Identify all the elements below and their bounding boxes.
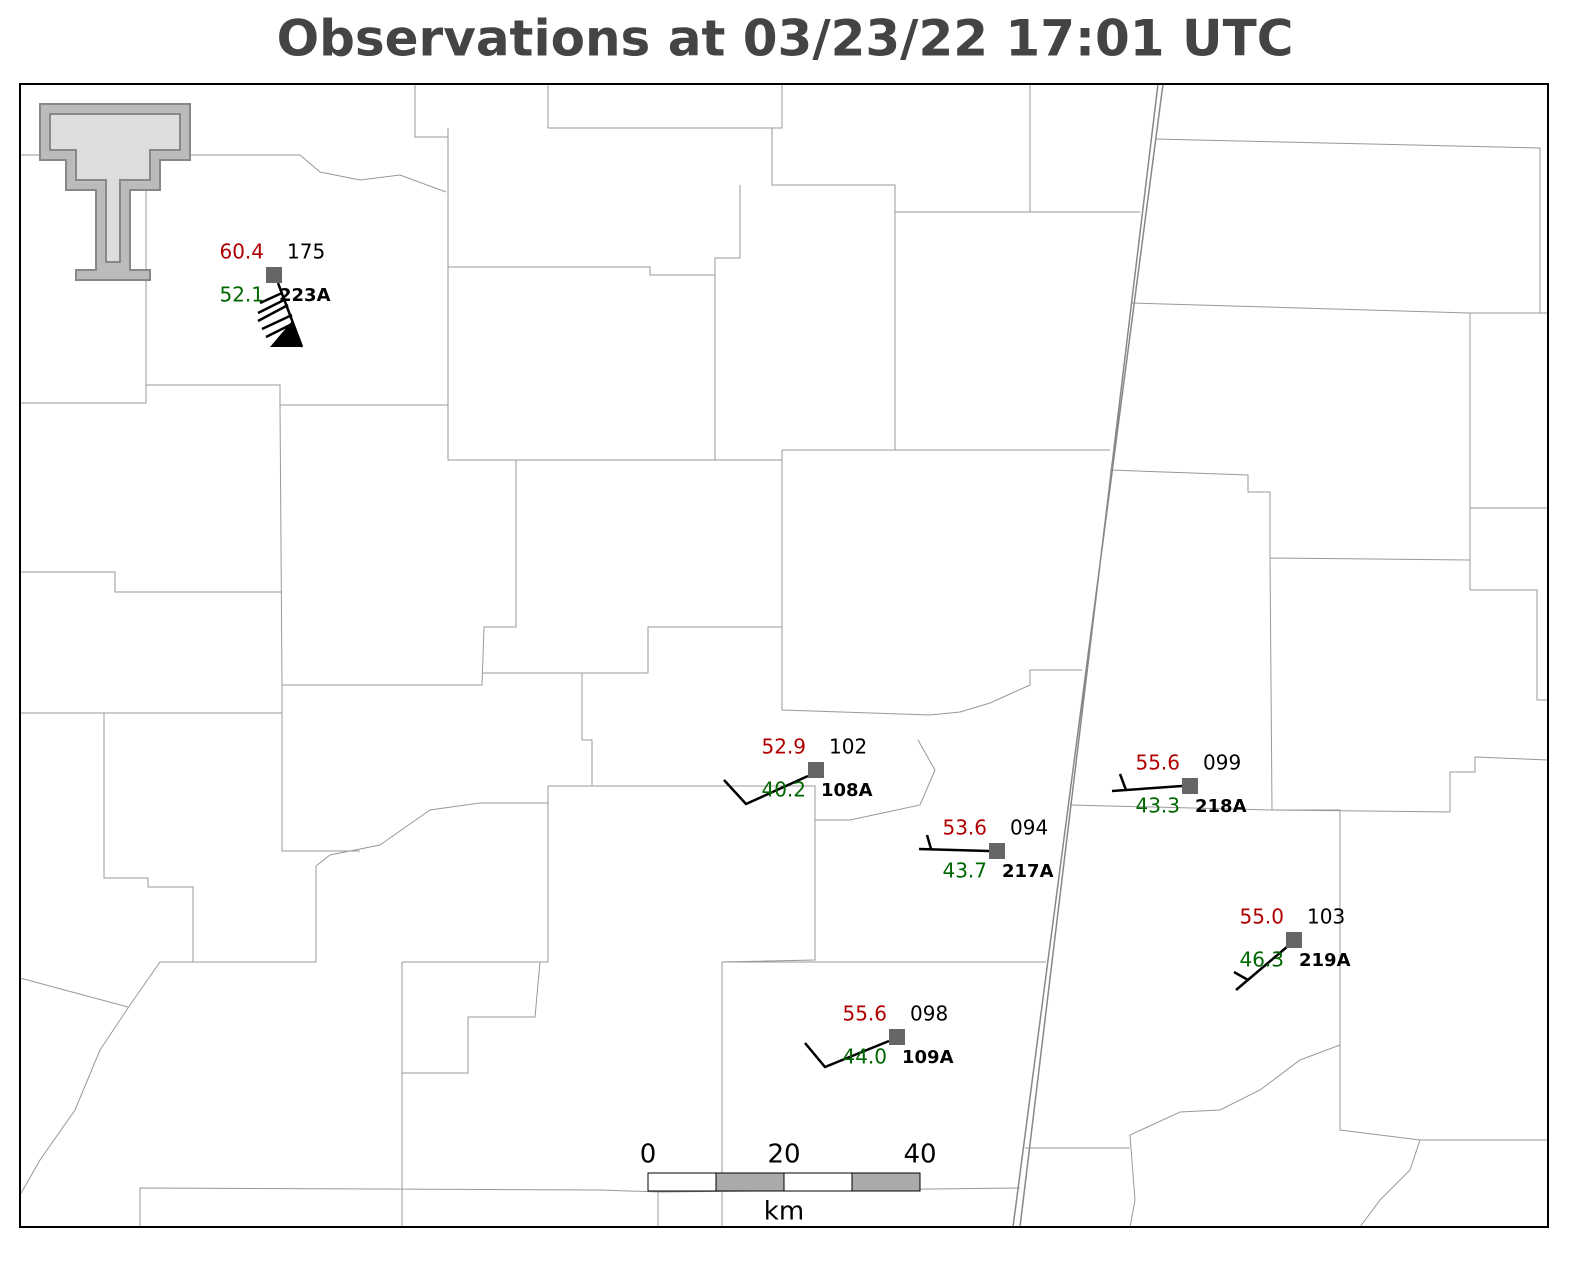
pressure: 103 <box>1307 905 1345 929</box>
station-id: 223A <box>279 285 331 306</box>
dewpoint: 52.1 <box>219 283 264 307</box>
station: 55.6 099 43.3 218A <box>1111 751 1247 818</box>
pressure: 099 <box>1203 751 1241 775</box>
scale-bar: 0 20 40 km <box>640 1140 937 1227</box>
station-id: 108A <box>821 780 873 801</box>
station: 53.6 094 43.7 217A <box>918 816 1054 883</box>
station: 55.0 103 46.3 219A <box>1233 905 1351 991</box>
scale-label: 20 <box>767 1140 800 1170</box>
dewpoint: 40.2 <box>761 778 806 802</box>
station-marker <box>1182 778 1198 794</box>
wind-barb <box>804 1039 890 1069</box>
dewpoint: 44.0 <box>842 1045 887 1069</box>
temperature: 53.6 <box>942 816 987 840</box>
temperature: 60.4 <box>219 240 264 264</box>
temperature: 55.6 <box>842 1002 887 1026</box>
dewpoint: 46.3 <box>1239 948 1284 972</box>
temperature: 55.6 <box>1135 751 1180 775</box>
county-lines <box>19 83 1549 1228</box>
temperature: 55.0 <box>1239 905 1284 929</box>
station-marker <box>889 1029 905 1045</box>
station-marker <box>266 267 282 283</box>
temperature: 52.9 <box>761 735 806 759</box>
station-marker <box>1286 932 1302 948</box>
wind-barb <box>1111 773 1183 793</box>
map-frame <box>19 83 1549 1228</box>
station-id: 218A <box>1195 796 1247 817</box>
scale-label: 40 <box>903 1140 936 1170</box>
pressure: 098 <box>910 1002 948 1026</box>
dewpoint: 43.3 <box>1135 794 1180 818</box>
pressure: 102 <box>829 735 867 759</box>
station: 60.4 175 52.1 223A <box>219 240 331 348</box>
title: Observations at 03/23/22 17:01 UTC <box>277 10 1294 68</box>
scale-label: 0 <box>640 1140 657 1170</box>
station: 52.9 102 40.2 108A <box>723 735 873 806</box>
scale-unit: km <box>764 1197 804 1227</box>
stations: 60.4 175 52.1 223A 52.9 102 40.2 108A 53.6 094 43.… <box>219 240 1351 1069</box>
station-id: 217A <box>1002 861 1054 882</box>
station-id: 219A <box>1299 950 1351 971</box>
wind-barb <box>1233 945 1289 991</box>
pressure: 175 <box>287 240 325 264</box>
wind-barb <box>723 774 809 806</box>
pressure: 094 <box>1010 816 1048 840</box>
station: 55.6 098 44.0 109A <box>804 1002 954 1069</box>
station-id: 109A <box>902 1047 954 1068</box>
wind-barb <box>257 282 304 348</box>
logo <box>39 103 191 281</box>
station-marker <box>989 843 1005 859</box>
wind-barb <box>918 834 990 853</box>
dewpoint: 43.7 <box>942 859 987 883</box>
wind-pennant <box>270 321 302 347</box>
station-marker <box>808 762 824 778</box>
